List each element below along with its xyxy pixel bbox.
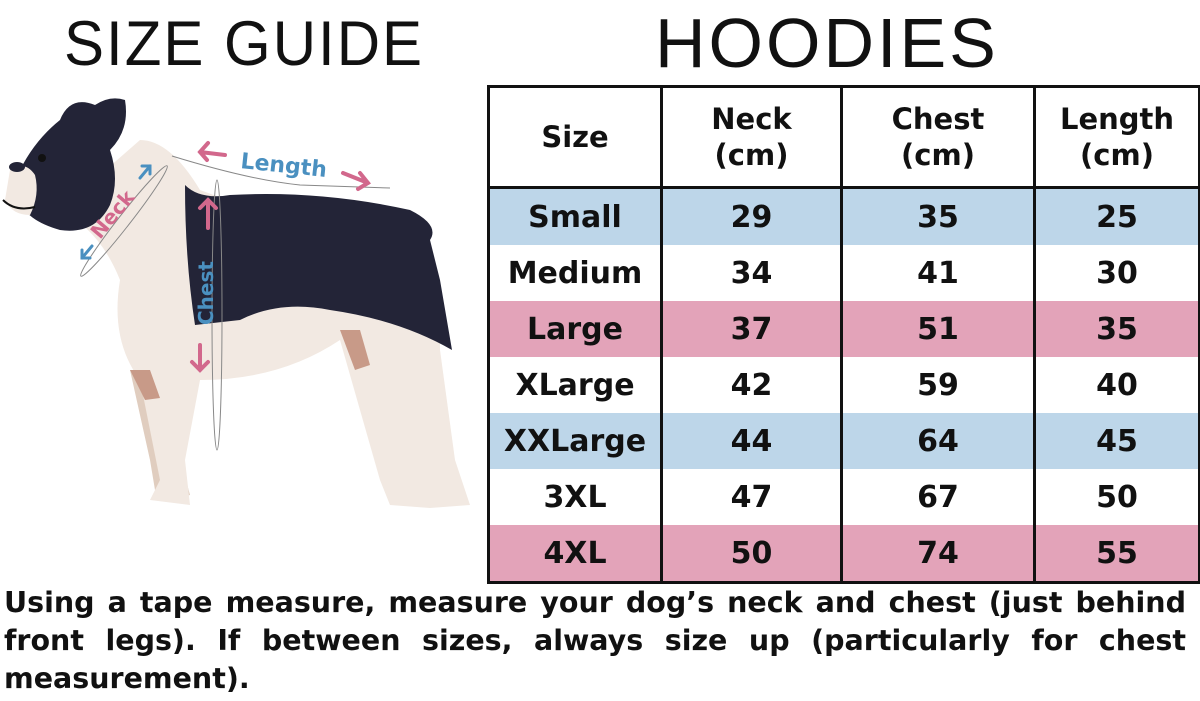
table-row: XLarge 42 59 40 (487, 357, 1200, 413)
size-table: Size Neck (cm) Chest (cm) Length (cm) Small… (487, 85, 1200, 584)
cell-size: 4XL (487, 525, 663, 583)
header-chest: Chest (cm) (840, 86, 1036, 189)
cell-chest: 59 (840, 357, 1036, 413)
cell-neck: 34 (660, 245, 843, 301)
measuring-instructions: Using a tape measure, measure your dog’s… (4, 586, 1186, 695)
table-row: 3XL 47 67 50 (487, 469, 1200, 525)
dog-measurement-illustration: Length Neck Chest (2, 98, 470, 508)
table-row: Medium 34 41 30 (487, 245, 1200, 301)
neck-up-arrow-icon (138, 164, 152, 180)
chest-label: Chest (194, 261, 218, 325)
length-right-arrow-icon (341, 171, 371, 191)
cell-length: 35 (1033, 301, 1200, 357)
table-row: 4XL 50 74 55 (487, 525, 1200, 583)
size-guide-title: SIZE GUIDE (64, 8, 425, 79)
length-label: Length (239, 149, 328, 183)
cell-length: 50 (1033, 469, 1200, 525)
cell-length: 40 (1033, 357, 1200, 413)
neck-down-arrow-icon (80, 244, 94, 260)
cell-chest: 67 (840, 469, 1036, 525)
cell-size: 3XL (487, 469, 663, 525)
hoodies-title: HOODIES (655, 4, 999, 82)
cell-length: 45 (1033, 413, 1200, 469)
length-left-arrow-icon (197, 141, 227, 162)
table-header-row: Size Neck (cm) Chest (cm) Length (cm) (487, 86, 1200, 189)
cell-neck: 47 (660, 469, 843, 525)
cell-length: 25 (1033, 187, 1200, 245)
table-row: Small 29 35 25 (487, 187, 1200, 245)
cell-size: Small (487, 187, 663, 245)
cell-neck: 50 (660, 525, 843, 583)
cell-chest: 51 (840, 301, 1036, 357)
cell-neck: 29 (660, 187, 843, 245)
cell-length: 55 (1033, 525, 1200, 583)
cell-chest: 64 (840, 413, 1036, 469)
chest-down-arrow-icon (190, 343, 210, 373)
cell-size: XLarge (487, 357, 663, 413)
table-row: Large 37 51 35 (487, 301, 1200, 357)
header-size: Size (487, 86, 663, 189)
header-length: Length (cm) (1033, 86, 1200, 189)
cell-neck: 44 (660, 413, 843, 469)
cell-size: Large (487, 301, 663, 357)
cell-length: 30 (1033, 245, 1200, 301)
cell-chest: 41 (840, 245, 1036, 301)
cell-size: Medium (487, 245, 663, 301)
chest-up-arrow-icon (198, 197, 218, 230)
cell-size: XXLarge (487, 413, 663, 469)
cell-chest: 74 (840, 525, 1036, 583)
cell-neck: 37 (660, 301, 843, 357)
table-row: XXLarge 44 64 45 (487, 413, 1200, 469)
header-neck: Neck (cm) (660, 86, 843, 189)
cell-neck: 42 (660, 357, 843, 413)
cell-chest: 35 (840, 187, 1036, 245)
